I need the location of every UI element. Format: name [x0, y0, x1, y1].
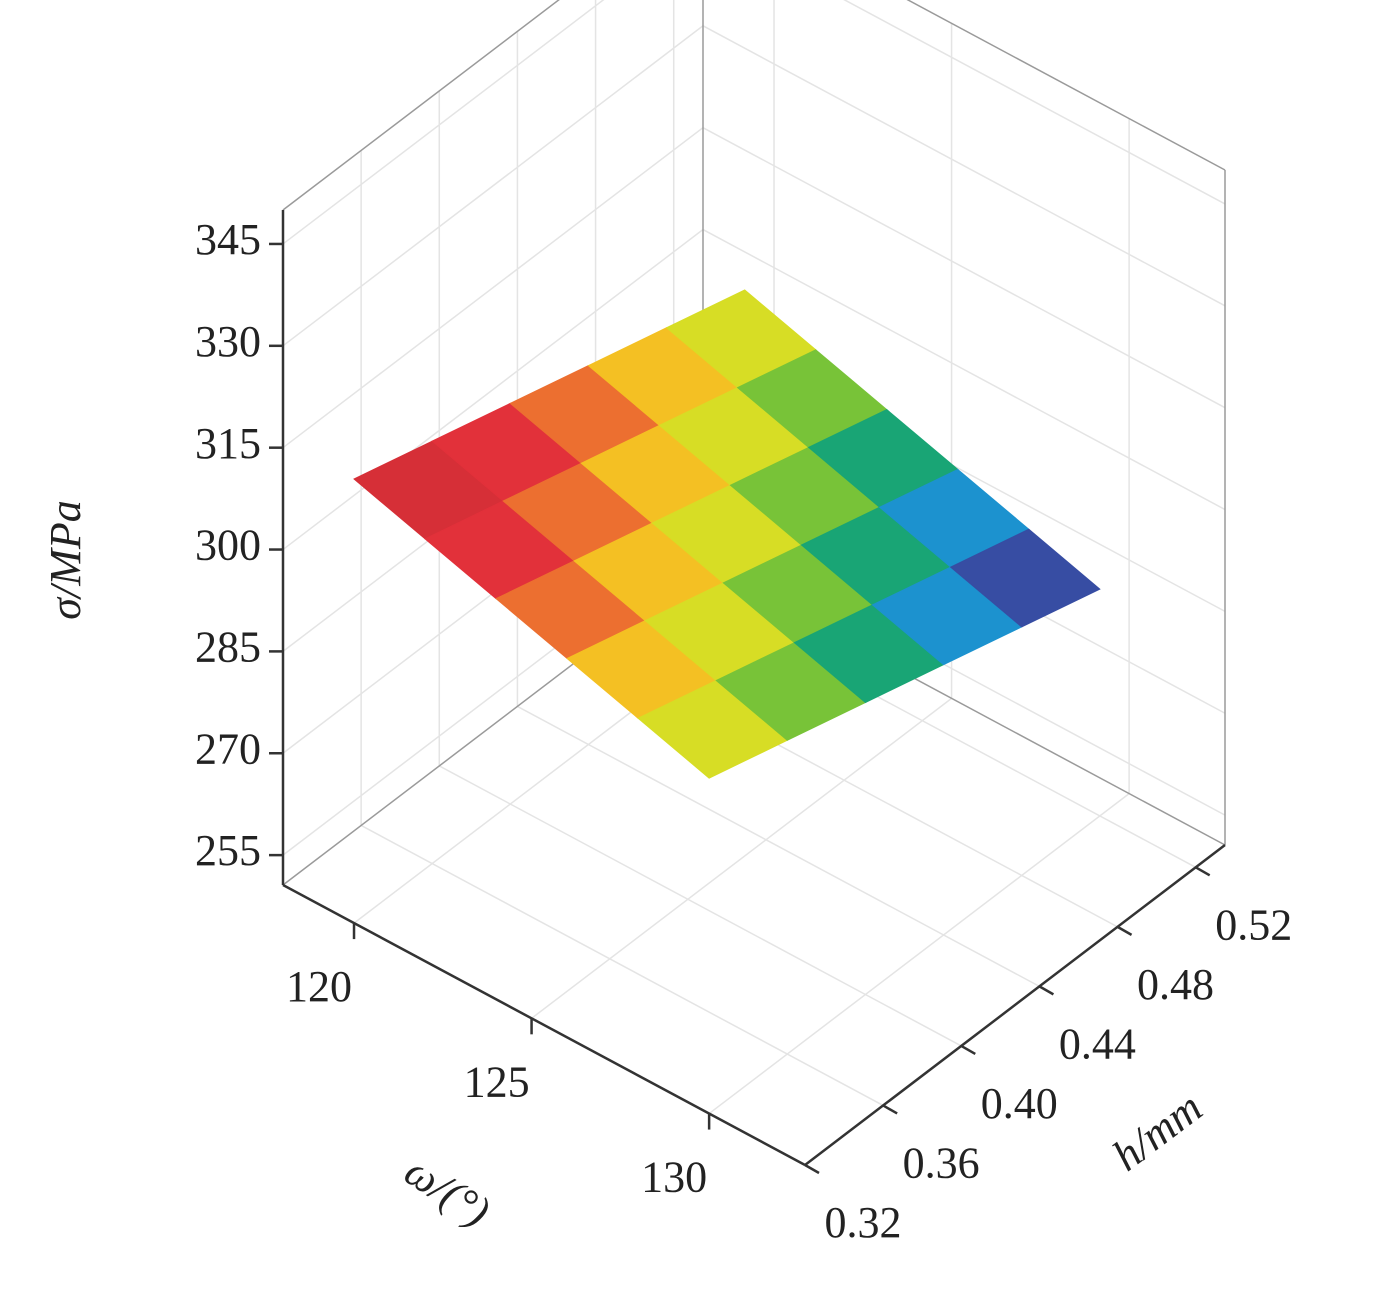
z-tick-label: 285 [195, 622, 261, 671]
x-axis [282, 883, 806, 1167]
y-axis [804, 844, 1226, 1166]
y-tick [1038, 985, 1055, 996]
y-tick [882, 1104, 898, 1115]
surface-cell [949, 528, 1101, 628]
y-axis-title: h/mm [1104, 1082, 1212, 1180]
z-tick-label: 315 [195, 419, 261, 468]
y-tick-label: 0.32 [825, 1198, 902, 1247]
z-tick-label: 345 [195, 215, 261, 264]
y-tick-label: 0.40 [981, 1079, 1058, 1128]
z-tick-label: 255 [195, 826, 261, 875]
y-tick-label: 0.52 [1215, 900, 1292, 949]
y-tick [1116, 925, 1133, 936]
box-edge [282, 0, 560, 211]
x-tick-label: 120 [286, 962, 352, 1011]
z-tick-label: 330 [195, 317, 261, 366]
y-tick-label: 0.44 [1059, 1019, 1136, 1068]
grid-line [282, 0, 1226, 245]
box-edge [906, 0, 1226, 171]
y-tick [960, 1044, 976, 1056]
z-tick-label: 270 [195, 724, 261, 773]
x-axis-title: ω/(°) [396, 1146, 498, 1236]
y-tick-label: 0.48 [1137, 960, 1214, 1009]
z-axis-title: σ/MPa [41, 500, 90, 619]
y-tick [804, 1163, 820, 1175]
z-tick-label: 300 [195, 521, 261, 570]
y-tick-label: 0.36 [903, 1139, 980, 1188]
y-tick [1195, 866, 1211, 877]
x-tick-label: 130 [641, 1153, 707, 1202]
x-tick-label: 125 [464, 1057, 530, 1106]
